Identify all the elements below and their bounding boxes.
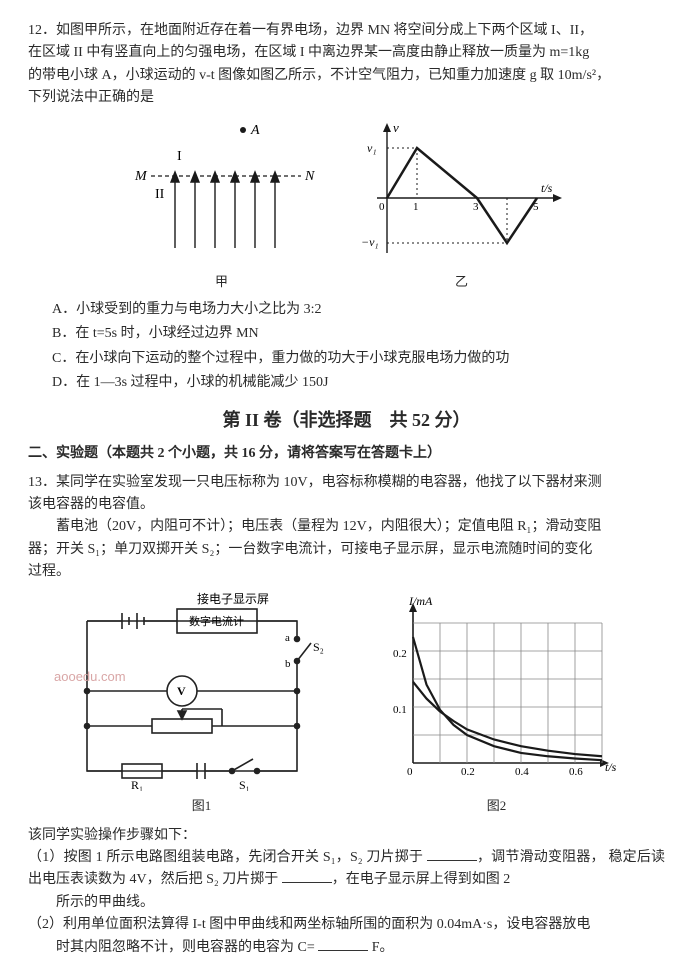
q13-step2b: 时其内阻忽略不计，则电容器的电容为 C= F。	[28, 937, 665, 959]
opt-c: C．在小球向下运动的整个过程中，重力做的功大于小球克服电场力做的功	[52, 348, 665, 370]
r1-label: R₁	[131, 778, 143, 791]
q13-l1: 某同学在实验室发现一只电压标称为 10V，电容标称模糊的电容器，他找了以下器材来…	[56, 475, 602, 490]
m-label: M	[134, 169, 148, 184]
s1a: （1）按图 1 所示电路图组装电路，先闭合开关 S₁，S₂ 刀片掷于	[28, 850, 427, 865]
q12-l4: 下列说法中正确的是	[28, 87, 665, 109]
blank-1[interactable]	[427, 847, 477, 861]
field-arrows	[171, 172, 279, 248]
xtick-0.2: 0.2	[461, 766, 475, 778]
watermark: aooedu.com	[54, 667, 126, 688]
q12-l1: 如图甲所示，在地面附近存在着一有界电场，边界 MN 将空间分成上下两个区域 I、…	[56, 23, 593, 38]
q12-fig-yi: v t/s v₁ −v₁ 0 1 3 5	[357, 118, 567, 268]
s1-label: S₁	[239, 778, 250, 791]
ytick-0.2: 0.2	[393, 648, 407, 660]
n-label: N	[304, 169, 315, 184]
ytick-0.1: 0.1	[393, 704, 407, 716]
q13-l2: 该电容器的电容值。	[28, 494, 665, 516]
q13-step-intro: 该同学实验操作步骤如下：	[28, 825, 665, 847]
region2-label: II	[155, 187, 165, 202]
neg-v1-label: −v₁	[361, 235, 379, 249]
opt-b: B．在 t=5s 时，小球经过边界 MN	[52, 323, 665, 345]
circuit-diagram: 接电子显示屏	[67, 591, 337, 791]
q12-fig-yi-wrap: v t/s v₁ −v₁ 0 1 3 5 乙	[357, 118, 567, 293]
s1e: 所示的甲曲线。	[28, 892, 665, 914]
circuit-caption: 图1	[67, 796, 337, 817]
opt-d: D．在 1—3s 过程中，小球的机械能减少 150J	[52, 372, 665, 394]
opt-a: A．小球受到的重力与电场力大小之比为 3:2	[52, 299, 665, 321]
section-title: 第 II 卷（非选择题 共 52 分）	[28, 406, 665, 435]
s2-label: S₂	[313, 640, 324, 654]
region1-label: I	[177, 149, 182, 164]
q12-l2: 在区域 II 中有竖直向上的匀强电场，在区域 I 中离边界某一高度由静止释放一质…	[28, 42, 665, 64]
s2c: F。	[368, 940, 393, 955]
tick1: 1	[413, 201, 419, 213]
vx-label: t/s	[541, 181, 553, 195]
q12-fig-jia-wrap: A I M N II 甲	[127, 118, 317, 293]
graph-wrap: I/mA t/s 0.2 0.1 0 0.2 0.4 0.6 图2	[367, 591, 627, 816]
s2-b: b	[285, 658, 291, 670]
v-label: V	[177, 684, 186, 698]
q13-l4: 器；开关 S₁；单刀双掷开关 S₂；一台数字电流计，可接电子显示屏，显示电流随时…	[28, 539, 665, 561]
q13-stem: 13．某同学在实验室发现一只电压标称为 10V，电容标称模糊的电容器，他找了以下…	[28, 472, 665, 494]
s2-a: a	[285, 632, 290, 644]
s2a: （2）利用单位面积法算得 I-t 图中甲曲线和两坐标轴所围的面积为 0.04mA…	[28, 917, 590, 932]
s1b: ，调节滑动变阻器，	[477, 850, 605, 865]
q13-step1: （1）按图 1 所示电路图组装电路，先闭合开关 S₁，S₂ 刀片掷于 ，调节滑动…	[28, 847, 665, 892]
dot-a-label: A	[250, 123, 260, 138]
v1-label: v₁	[367, 141, 377, 155]
q13-step2: （2）利用单位面积法算得 I-t 图中甲曲线和两坐标轴所围的面积为 0.04mA…	[28, 914, 665, 936]
fig-jia-caption: 甲	[127, 272, 317, 293]
s2b: 时其内阻忽略不计，则电容器的电容为 C=	[56, 940, 318, 955]
q12-options: A．小球受到的重力与电场力大小之比为 3:2 B．在 t=5s 时，小球经过边界…	[52, 299, 665, 395]
part2-head: 二、实验题（本题共 2 个小题，共 16 分，请将答案写在答题卡上）	[28, 443, 665, 465]
circuit-wrap: 接电子显示屏	[67, 591, 337, 816]
q12-fig-jia: A I M N II	[127, 118, 317, 268]
meter-label: 数字电流计	[189, 614, 244, 628]
q13-l5: 过程。	[28, 561, 665, 583]
tick3: 3	[473, 201, 479, 213]
xtick-0: 0	[407, 766, 413, 778]
q12-figures: A I M N II 甲 v	[28, 118, 665, 293]
q13-figures: aooedu.com 接电子显示屏	[28, 591, 665, 816]
q13-num: 13．	[28, 475, 56, 490]
tick0: 0	[379, 201, 385, 213]
graph-caption: 图2	[367, 796, 627, 817]
vy-label: v	[393, 120, 399, 135]
fig-yi-caption: 乙	[357, 272, 567, 293]
xtick-0.4: 0.4	[515, 766, 529, 778]
q12-stem: 12．如图甲所示，在地面附近存在着一有界电场，边界 MN 将空间分成上下两个区域…	[28, 20, 665, 42]
tick5: 5	[533, 201, 539, 213]
circuit-top-label: 接电子显示屏	[197, 591, 269, 606]
blank-2[interactable]	[282, 869, 332, 883]
blank-3[interactable]	[318, 937, 368, 951]
q12-number: 12．	[28, 23, 56, 38]
xtick-0.6: 0.6	[569, 766, 583, 778]
decay-graph: I/mA t/s 0.2 0.1 0 0.2 0.4 0.6	[367, 591, 627, 791]
q12-l3: 的带电小球 A，小球运动的 v-t 图像如图乙所示，不计空气阻力，已知重力加速度…	[28, 65, 665, 87]
q13-l3: 蓄电池（20V，内阻可不计）；电压表（量程为 12V，内阻很大）；定值电阻 R₁…	[28, 516, 665, 538]
